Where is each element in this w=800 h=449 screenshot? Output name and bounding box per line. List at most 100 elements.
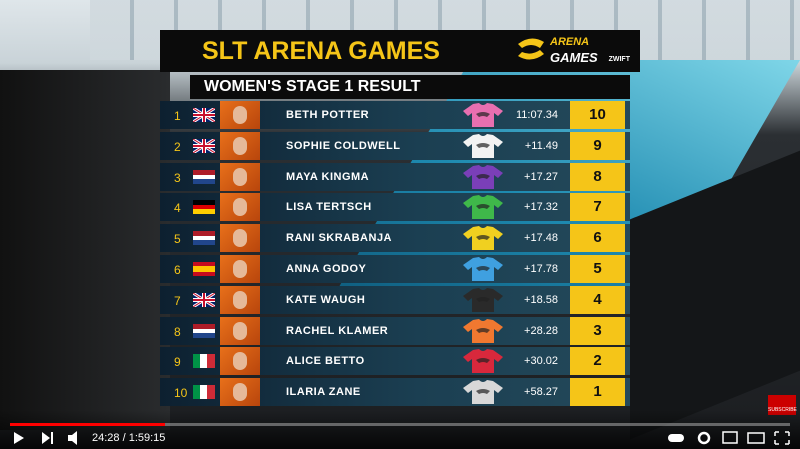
jersey: [463, 380, 503, 405]
points: 3: [570, 316, 625, 345]
points: 4: [570, 285, 625, 314]
subtitle: WOMEN'S STAGE 1 RESULT: [190, 75, 630, 99]
next-button[interactable]: [42, 432, 53, 444]
result-row: 2 SOPHIE COLDWELL +11.49 9: [160, 131, 630, 160]
volume-button[interactable]: [68, 431, 77, 445]
athlete-name: SOPHIE COLDWELL: [286, 139, 401, 152]
jersey: [463, 103, 503, 127]
result-row: 9 ALICE BETTO +30.02 2: [160, 347, 630, 376]
miniplayer-button[interactable]: [722, 431, 738, 444]
points: 5: [570, 255, 625, 283]
points: 9: [570, 131, 625, 160]
flag: [193, 354, 215, 369]
jersey: [463, 287, 503, 312]
autoplay-toggle[interactable]: [668, 434, 684, 442]
athlete-name: RANI SKRABANJA: [286, 232, 393, 245]
position: 2: [174, 139, 181, 154]
athlete-name: ANNA GODOY: [286, 263, 367, 275]
position: 3: [174, 170, 181, 185]
athlete-name: BETH POTTER: [286, 109, 370, 121]
points: 2: [570, 347, 625, 376]
position: 4: [174, 201, 181, 216]
jersey: [463, 349, 503, 374]
time: +18.58: [524, 293, 558, 306]
athlete-name: ILARIA ZANE: [286, 386, 361, 399]
face: [233, 198, 247, 217]
logo: ARENA GAMES ZWIFT: [514, 34, 632, 68]
fullscreen-button[interactable]: [774, 431, 790, 445]
athlete-name: LISA TERTSCH: [286, 201, 372, 214]
jersey: [463, 133, 503, 158]
flag: [193, 138, 215, 153]
athlete-photo: [220, 255, 260, 283]
settings-button[interactable]: [697, 431, 711, 445]
results-board: SLT ARENA GAMES ARENA GAMES ZWIFT WOMEN'…: [160, 30, 640, 410]
position: 6: [174, 263, 181, 277]
jersey: [463, 195, 503, 220]
points: 6: [570, 224, 625, 253]
athlete-photo: [220, 316, 260, 345]
time: +17.27: [524, 170, 558, 183]
progress-bar[interactable]: [10, 423, 790, 426]
position: 9: [174, 355, 181, 370]
athlete-photo: [220, 101, 260, 129]
time: +30.02: [524, 355, 558, 368]
play-button[interactable]: [14, 432, 24, 444]
sponsor: ZWIFT: [608, 56, 630, 63]
result-row: 5 RANI SKRABANJA +17.48 6: [160, 224, 630, 253]
athlete-name: ALICE BETTO: [286, 355, 365, 368]
athlete-photo: [220, 347, 260, 376]
flag: [193, 385, 215, 400]
points: 7: [570, 193, 625, 222]
points: 1: [570, 378, 625, 407]
jersey: [463, 226, 503, 251]
jersey: [463, 164, 503, 189]
time: 11:07.34: [515, 109, 558, 121]
athlete-photo: [220, 162, 260, 191]
athlete-name: RACHEL KLAMER: [286, 324, 389, 337]
title: SLT ARENA GAMES: [160, 30, 640, 72]
time: +17.78: [524, 263, 558, 275]
face: [233, 106, 247, 124]
face: [233, 229, 247, 248]
athlete-photo: [220, 193, 260, 222]
face: [233, 136, 247, 155]
jersey: [463, 257, 503, 281]
time: +58.27: [524, 386, 558, 399]
jersey: [463, 318, 503, 343]
athlete-name: KATE WAUGH: [286, 293, 366, 306]
result-row: 8 RACHEL KLAMER +28.28 3: [160, 316, 630, 345]
logo-top: ARENA: [550, 36, 590, 48]
logo-bottom: GAMES: [550, 50, 598, 65]
time: +17.48: [524, 232, 558, 245]
result-row: 3 MAYA KINGMA +17.27 8: [160, 162, 630, 191]
position: 10: [174, 386, 188, 401]
controls: [0, 410, 800, 449]
flag: [193, 262, 215, 276]
result-row: 10 ILARIA ZANE +58.27 1: [160, 378, 630, 407]
position: 1: [174, 109, 181, 123]
theater-button[interactable]: [747, 432, 765, 444]
athlete-photo: [220, 285, 260, 314]
result-row: 4 LISA TERTSCH +17.32 7: [160, 193, 630, 222]
face: [233, 167, 247, 186]
face: [233, 352, 247, 371]
position: 8: [174, 324, 181, 339]
result-row: 1 BETH POTTER 11:07.34 10: [160, 101, 630, 129]
time: +17.32: [524, 201, 558, 214]
position: 5: [174, 232, 181, 247]
flag: [193, 292, 215, 307]
athlete-photo: [220, 131, 260, 160]
athlete-photo: [220, 224, 260, 253]
flag: [193, 231, 215, 246]
result-row: 7 KATE WAUGH +18.58 4: [160, 285, 630, 314]
flag: [193, 108, 215, 122]
face: [233, 383, 247, 402]
position: 7: [174, 293, 181, 308]
points: 8: [570, 162, 625, 191]
time: +28.28: [524, 324, 558, 337]
face: [233, 321, 247, 340]
time: +11.49: [524, 139, 558, 152]
face: [233, 260, 247, 278]
